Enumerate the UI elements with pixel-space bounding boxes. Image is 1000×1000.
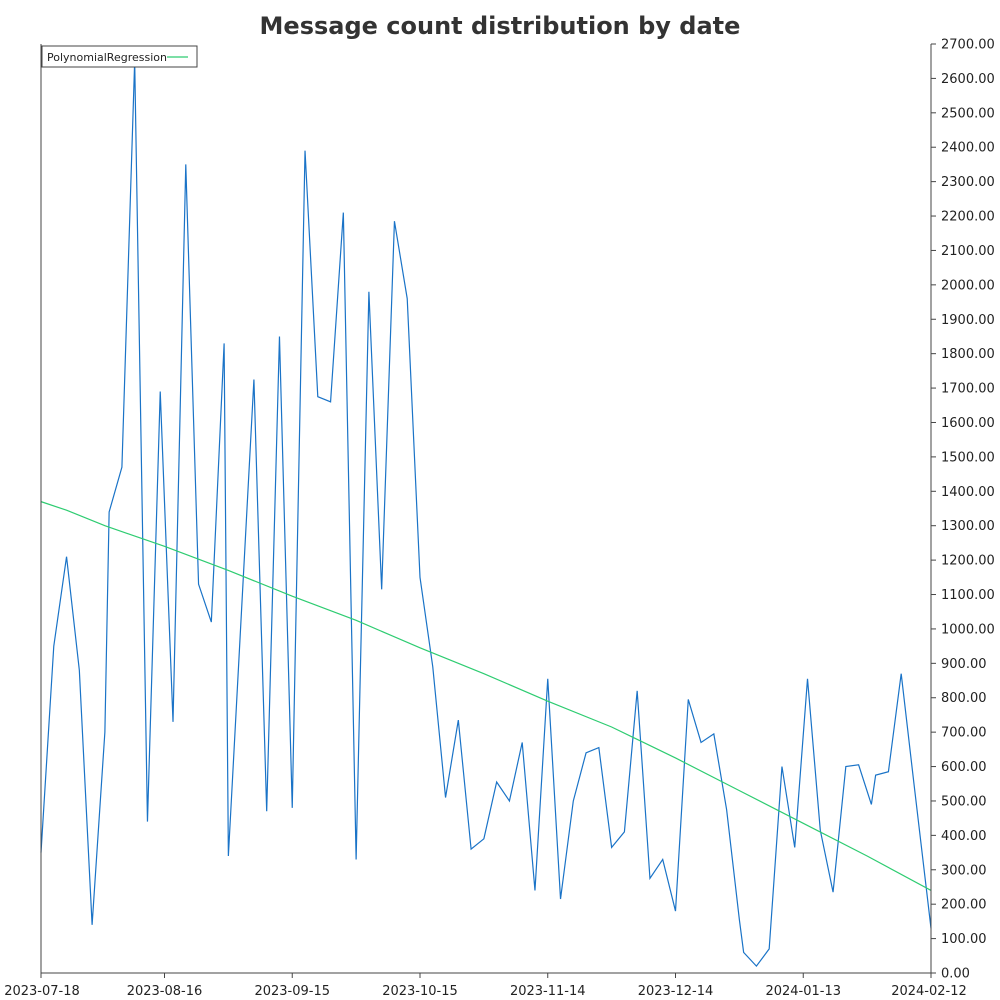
y-tick-label: 0.00 — [941, 967, 970, 982]
y-tick-label: 1800.00 — [941, 347, 995, 362]
x-tick-label: 2023-08-16 — [127, 984, 203, 999]
y-tick-label: 1200.00 — [941, 554, 995, 569]
y-tick-label: 800.00 — [941, 691, 987, 706]
chart-title: Message count distribution by date — [260, 12, 741, 40]
y-tick-label: 900.00 — [941, 657, 987, 672]
series-line-message-count — [40, 61, 932, 968]
y-tick-label: 300.00 — [941, 863, 987, 878]
y-tick-label: 2100.00 — [941, 244, 995, 259]
x-tick-label: 2024-01-13 — [765, 984, 841, 999]
plot-lines — [40, 61, 932, 968]
x-tick-label: 2024-02-12 — [891, 984, 967, 999]
y-tick-label: 2000.00 — [941, 278, 995, 293]
y-tick-label: 1600.00 — [941, 416, 995, 431]
x-axis-ticks: 2023-07-18 2023-08-16 2023-09-15 2023-10-15… — [4, 973, 967, 999]
y-tick-label: 1300.00 — [941, 519, 995, 534]
y-tick-label: 2500.00 — [941, 106, 995, 121]
y-tick-label: 1900.00 — [941, 313, 995, 328]
x-tick-label: 2023-07-18 — [4, 984, 80, 999]
y-tick-label: 2400.00 — [941, 141, 995, 156]
series-line-polynomialregression — [40, 501, 932, 891]
y-tick-label: 1500.00 — [941, 450, 995, 465]
y-tick-label: 400.00 — [941, 829, 987, 844]
y-tick-label: 1000.00 — [941, 622, 995, 637]
x-tick-label: 2023-10-15 — [382, 984, 458, 999]
legend-label-polynomial-regression: PolynomialRegression — [47, 51, 167, 64]
y-tick-label: 200.00 — [941, 898, 987, 913]
x-tick-label: 2023-09-15 — [254, 984, 330, 999]
x-tick-label: 2023-12-14 — [638, 984, 714, 999]
y-tick-label: 600.00 — [941, 760, 987, 775]
y-tick-label: 1700.00 — [941, 382, 995, 397]
y-axis-ticks: 0.00 100.00 200.00 300.00 400.00 500.00 600.00… — [931, 38, 995, 982]
y-tick-label: 2700.00 — [941, 38, 995, 53]
y-tick-label: 100.00 — [941, 932, 987, 947]
y-tick-label: 500.00 — [941, 794, 987, 809]
y-tick-label: 2300.00 — [941, 175, 995, 190]
legend: PolynomialRegression — [41, 45, 198, 68]
legend-box — [41, 45, 198, 68]
y-tick-label: 1400.00 — [941, 485, 995, 500]
y-tick-label: 700.00 — [941, 726, 987, 741]
y-tick-label: 2200.00 — [941, 210, 995, 225]
x-tick-label: 2023-11-14 — [510, 984, 586, 999]
y-tick-label: 2600.00 — [941, 72, 995, 87]
y-tick-label: 1100.00 — [941, 588, 995, 603]
